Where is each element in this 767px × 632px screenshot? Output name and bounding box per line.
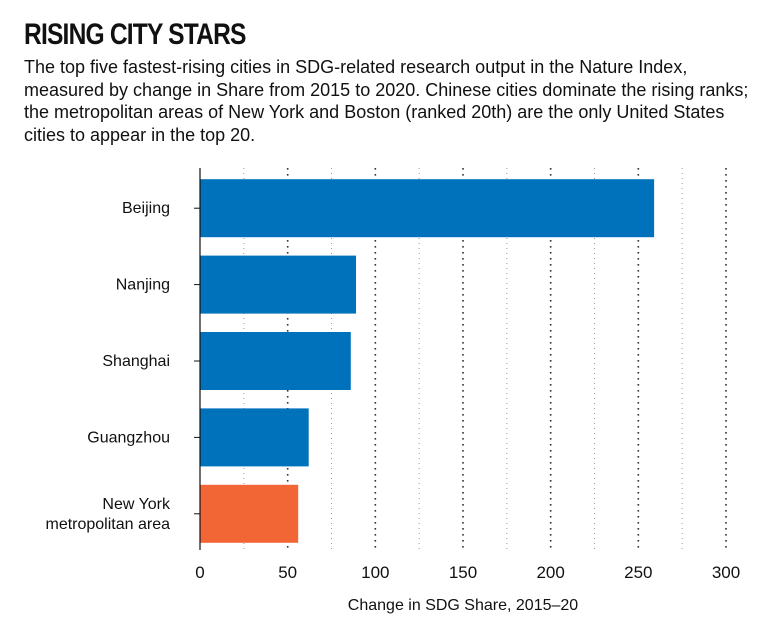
x-tick-label: 300 <box>712 563 740 582</box>
category-label: Nanjing <box>116 277 170 294</box>
x-tick-label: 50 <box>278 563 297 582</box>
category-label: Guangzhou <box>87 429 170 446</box>
bar <box>200 255 357 314</box>
x-tick-label: 100 <box>361 563 389 582</box>
chart-title: RISING CITY STARS <box>24 18 246 51</box>
bar <box>200 408 309 467</box>
axes <box>194 168 201 550</box>
category-label: New York <box>102 496 171 513</box>
x-tick-label: 200 <box>536 563 564 582</box>
category-labels: Beijing Nanjing Shanghai Guangzhou New York m… <box>45 200 171 533</box>
bar <box>200 332 351 390</box>
tick-labels: 0 50 100 150 200 250 300 <box>195 563 740 582</box>
category-label: Shanghai <box>102 353 170 370</box>
category-label: Beijing <box>122 200 170 217</box>
x-tick-label: 250 <box>624 563 652 582</box>
bar <box>200 484 299 543</box>
bar <box>200 179 655 238</box>
category-label: metropolitan area <box>45 516 170 533</box>
chart-subtitle: The top five fastest-rising cities in SD… <box>24 57 749 145</box>
x-axis-title: Change in SDG Share, 2015–20 <box>348 597 578 614</box>
bars <box>200 179 655 543</box>
x-tick-label: 0 <box>195 563 204 582</box>
x-tick-label: 150 <box>449 563 477 582</box>
